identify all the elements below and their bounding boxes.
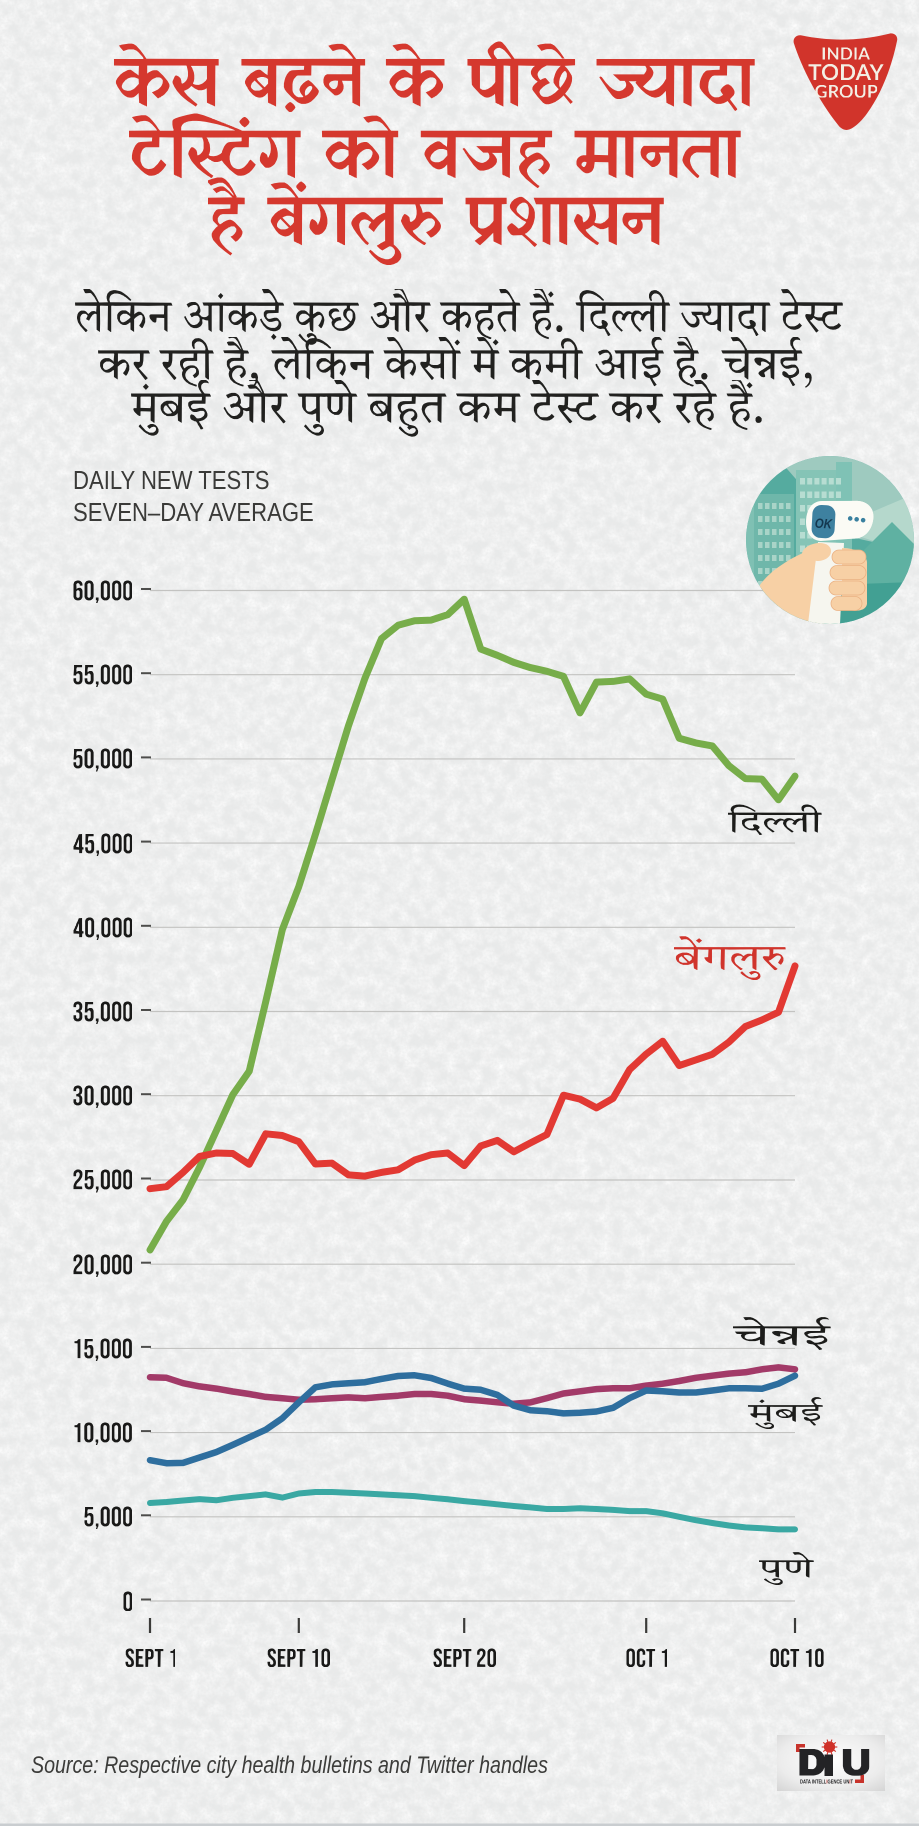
svg-text:OK: OK bbox=[815, 516, 834, 532]
svg-text:DATA INTELLIGENCE UNIT: DATA INTELLIGENCE UNIT bbox=[800, 1780, 853, 1786]
